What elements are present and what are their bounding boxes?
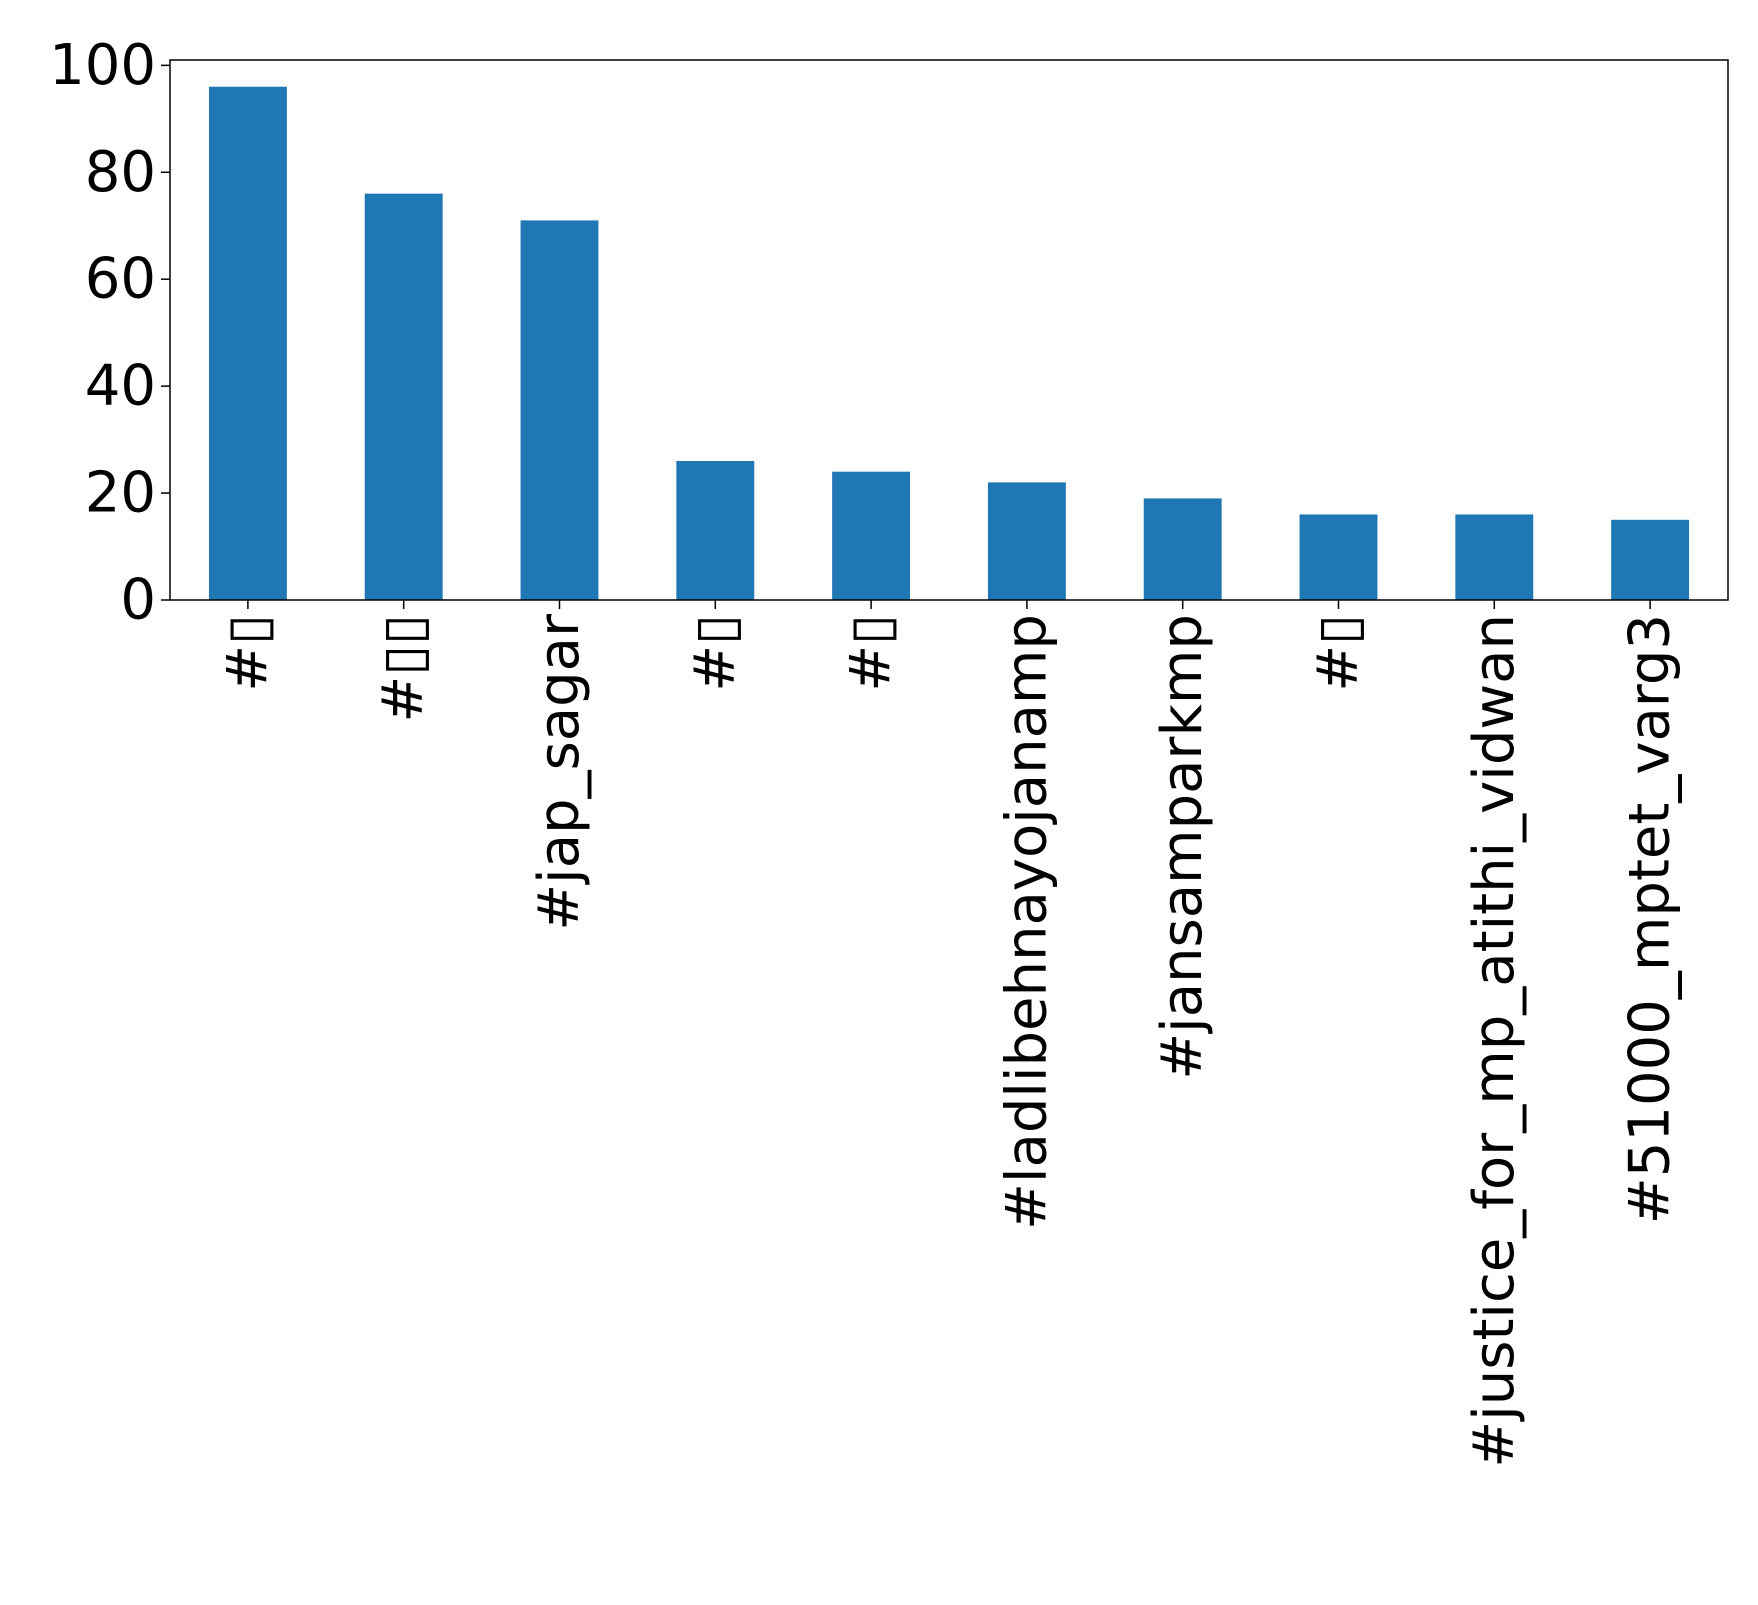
x-tick-label-8: #justice_for_mp_atithi_vidwan [1462, 614, 1527, 1468]
y-tick-label-5: 100 [49, 33, 156, 98]
x-tick-label-1: #▯▯ [371, 614, 436, 723]
x-tick-label-5: #ladlibehnayojanamp [994, 614, 1059, 1230]
x-tick-label-9: #51000_mptet_varg3 [1618, 614, 1683, 1224]
y-tick-label-3: 60 [85, 247, 156, 312]
bar-6 [1143, 498, 1222, 600]
x-tick-label-4: #▯ [839, 614, 904, 692]
y-tick-label-4: 80 [85, 140, 156, 205]
bar-9 [1611, 519, 1690, 600]
y-tick-label-1: 20 [85, 461, 156, 526]
bar-0 [208, 86, 287, 601]
bar-7 [1299, 514, 1378, 600]
bars-group [208, 86, 1690, 601]
plot-frame [169, 59, 1729, 601]
x-tick-label-6: #jansamparkmp [1150, 614, 1215, 1080]
x-tick-label-0: #▯ [215, 614, 280, 692]
bar-2 [520, 220, 599, 600]
x-axis: #▯ #▯▯ #jap_sagar #▯ #▯ #ladlibehnayojanamp #j… [215, 600, 1683, 1468]
x-tick-label-7: #▯ [1306, 614, 1371, 692]
y-tick-label-2: 40 [85, 354, 156, 419]
bar-8 [1455, 514, 1534, 600]
y-tick-label-0: 0 [120, 568, 156, 633]
y-axis: 0 20 40 60 80 100 [49, 33, 170, 633]
bar-5 [987, 482, 1066, 600]
x-tick-label-2: #jap_sagar [527, 613, 592, 931]
bar-4 [832, 471, 911, 600]
bar-1 [364, 193, 443, 600]
bar-3 [676, 460, 755, 600]
x-tick-label-3: #▯ [683, 614, 748, 692]
